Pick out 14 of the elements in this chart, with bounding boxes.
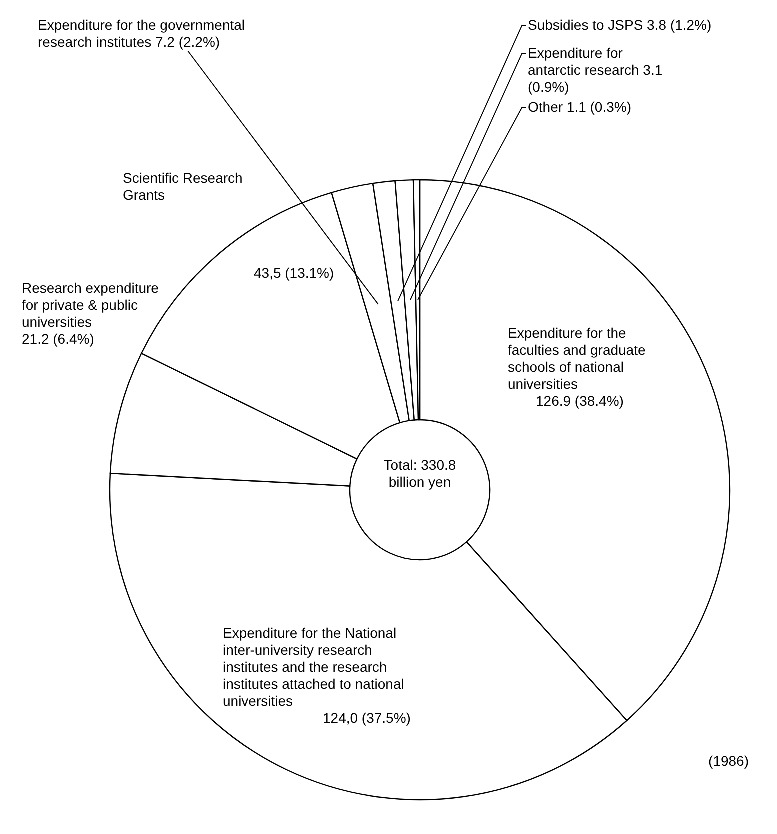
slice-label: Subsidies to JSPS 3.8 (1.2%) (528, 17, 712, 33)
text: (1986) (708, 753, 749, 769)
slice-label: Expenditure for the faculties and graduate schools of national universities (508, 325, 646, 392)
slice-label: Scientific Research Grants (123, 170, 243, 203)
data-label: 124,0 (37.5%) (323, 710, 411, 726)
data-label: 21.2 (6.4%) (22, 331, 94, 347)
data-label: 43,5 (13.1%) (254, 265, 334, 281)
slice-label: Expenditure for antarctic research 3.1 (0.9%) (528, 45, 663, 95)
slice-label: Research expenditure for private & public universities (22, 280, 160, 330)
slice-label: Expenditure for the National inter-university research institutes and the research institutes attached to national universities (223, 625, 404, 709)
text: Total: 330.8 billion yen (384, 457, 456, 490)
data-label: 126.9 (38.4%) (536, 393, 624, 409)
slice-label: Other 1.1 (0.3%) (528, 99, 632, 115)
slice-label: Expenditure for the governmental research institutes 7.2 (2.2%) (38, 17, 246, 50)
